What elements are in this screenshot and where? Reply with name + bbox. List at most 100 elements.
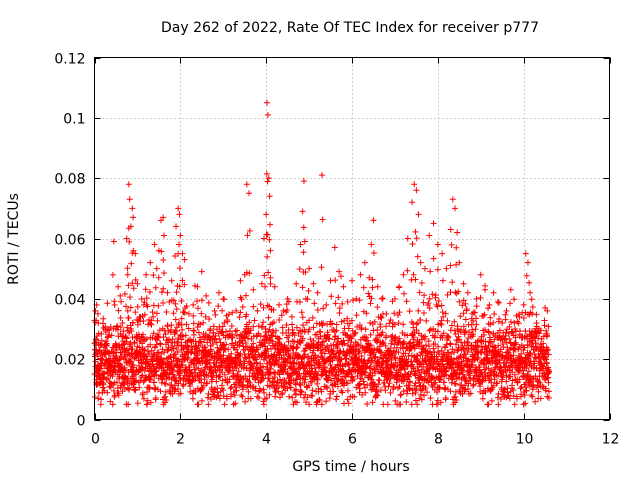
data-point	[422, 333, 429, 340]
data-point	[267, 280, 274, 287]
data-point	[303, 399, 310, 406]
data-point	[429, 291, 436, 298]
data-point	[245, 388, 252, 395]
data-point	[231, 392, 238, 399]
data-point	[409, 241, 416, 248]
data-point	[180, 381, 187, 388]
data-point	[308, 378, 315, 385]
data-point	[146, 385, 153, 392]
data-point	[417, 387, 424, 394]
data-point	[144, 401, 151, 408]
data-point	[503, 307, 510, 314]
data-point	[350, 297, 357, 304]
data-point	[162, 330, 169, 337]
data-point	[279, 330, 286, 337]
data-point	[119, 333, 125, 340]
data-point	[161, 232, 168, 239]
data-point	[173, 223, 180, 230]
data-point	[369, 284, 376, 291]
data-point	[401, 290, 408, 297]
data-point	[190, 320, 197, 327]
x-tick-label: 6	[348, 432, 357, 448]
data-point	[529, 304, 536, 311]
data-point	[138, 295, 145, 302]
data-point	[264, 111, 271, 118]
data-point	[282, 363, 289, 370]
data-point	[323, 369, 330, 376]
data-point	[217, 373, 224, 380]
data-point	[413, 385, 420, 392]
data-point	[478, 349, 485, 356]
data-point	[188, 343, 195, 350]
data-point	[409, 199, 416, 206]
data-point	[226, 376, 233, 383]
data-point	[494, 394, 501, 401]
data-point	[532, 398, 539, 405]
y-tick-label: 0.08	[54, 172, 85, 188]
data-point	[201, 368, 208, 375]
data-point	[302, 376, 309, 383]
data-point	[331, 244, 338, 251]
data-point	[192, 338, 199, 345]
data-point	[545, 388, 552, 395]
data-point	[511, 296, 518, 303]
data-point	[232, 384, 239, 391]
data-point	[150, 356, 157, 363]
data-point	[527, 289, 534, 296]
data-point	[229, 309, 236, 316]
data-point	[163, 396, 170, 403]
data-point	[122, 354, 129, 361]
data-point	[350, 376, 357, 383]
data-point	[460, 310, 467, 317]
data-point	[544, 332, 551, 339]
data-point	[349, 277, 355, 284]
data-point	[286, 393, 293, 400]
data-point	[246, 190, 252, 197]
data-point	[152, 284, 159, 291]
data-point	[517, 385, 524, 392]
axis-ticks: 0 2 4 6 8 10 12 0 0.02 0.04 0.06 0.08 0.1 0.12	[54, 52, 619, 448]
data-point	[359, 344, 366, 351]
data-point	[418, 279, 425, 286]
data-point	[212, 311, 219, 318]
data-point	[220, 393, 227, 400]
data-point	[220, 352, 227, 359]
data-point	[269, 338, 276, 345]
data-point	[277, 394, 284, 401]
data-point	[164, 289, 171, 296]
data-point	[279, 389, 286, 396]
data-point	[127, 294, 134, 301]
data-point	[255, 322, 262, 329]
data-point	[246, 379, 253, 386]
data-point	[354, 341, 361, 348]
data-point	[374, 283, 381, 290]
data-point	[216, 395, 223, 402]
data-point	[406, 386, 413, 393]
data-point	[400, 388, 407, 395]
data-point	[313, 399, 320, 406]
data-point	[264, 253, 271, 260]
data-point	[227, 385, 234, 392]
data-point	[309, 392, 316, 399]
data-point	[233, 387, 240, 394]
data-point	[130, 285, 137, 292]
data-point	[252, 356, 259, 363]
data-point	[168, 360, 175, 367]
data-point	[382, 369, 389, 376]
data-point	[198, 367, 205, 374]
data-point	[213, 378, 220, 385]
data-point	[403, 390, 410, 397]
data-point	[328, 377, 335, 384]
data-point	[172, 377, 179, 384]
data-point	[545, 379, 552, 386]
data-point	[147, 376, 154, 383]
data-point	[123, 335, 130, 342]
data-point	[381, 379, 388, 386]
data-point	[334, 383, 341, 390]
data-point	[300, 249, 307, 256]
data-point	[198, 310, 205, 317]
data-point	[301, 379, 308, 386]
data-point	[161, 349, 168, 356]
data-point	[283, 321, 290, 328]
data-point	[121, 385, 128, 392]
